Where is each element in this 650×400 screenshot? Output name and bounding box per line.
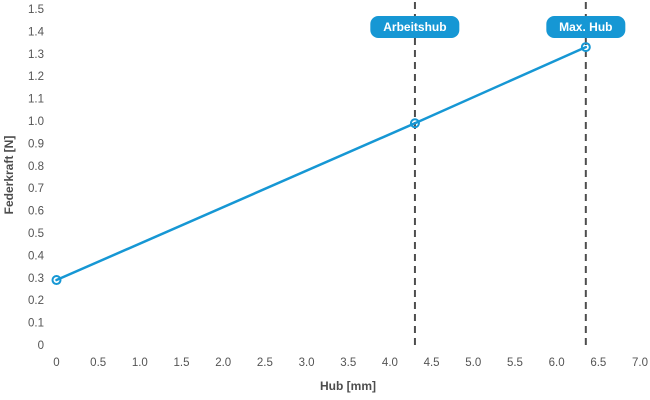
max-hub-badge: Max. Hub xyxy=(546,16,626,38)
data-point-marker xyxy=(580,42,591,53)
y-axis-tick-labels: 0 0.1 0.2 0.3 0.4 0.5 0.6 0.7 0.8 0.9 1.0 1.1 1.2 1.3… xyxy=(28,4,45,352)
data-point-marker xyxy=(409,118,420,129)
x-tick-label: 5.5 xyxy=(507,357,523,369)
y-tick-label: 0.2 xyxy=(28,295,44,307)
x-tick-label: 5.0 xyxy=(465,357,481,369)
x-tick-label: 6.0 xyxy=(549,357,565,369)
x-axis-title: Hub [mm] xyxy=(320,379,376,393)
y-tick-label: 0.1 xyxy=(28,318,44,330)
y-tick-label: 1.0 xyxy=(28,116,44,128)
x-tick-label: 7.0 xyxy=(632,357,648,369)
y-tick-label: 0.9 xyxy=(28,138,44,150)
x-tick-label: 2.5 xyxy=(257,357,273,369)
x-tick-label: 2.0 xyxy=(215,357,231,369)
x-tick-label: 0 xyxy=(53,357,59,369)
y-tick-label: 0.3 xyxy=(28,273,44,285)
arbeitshub-badge: Arbeitshub xyxy=(370,16,460,38)
y-tick-label: 1.3 xyxy=(28,49,44,61)
x-tick-label: 4.0 xyxy=(382,357,398,369)
x-tick-label: 0.5 xyxy=(90,357,106,369)
series-line-group xyxy=(51,42,591,286)
x-axis-tick-labels: 0 0.5 1.0 1.5 2.0 2.5 3.0 3.5 4.0 4.5 5.0 5.5 6.0 6.5… xyxy=(53,357,648,369)
y-tick-label: 0 xyxy=(38,340,44,352)
y-axis-title: Federkraft [N] xyxy=(2,136,16,215)
y-tick-label: 0.5 xyxy=(28,228,44,240)
y-tick-label: 0.7 xyxy=(28,183,44,195)
y-tick-label: 0.4 xyxy=(28,250,45,262)
x-tick-label: 3.0 xyxy=(299,357,315,369)
annotation-vlines xyxy=(413,2,587,345)
x-tick-label: 1.0 xyxy=(132,357,148,369)
x-tick-label: 3.5 xyxy=(340,357,356,369)
y-tick-label: 1.2 xyxy=(28,71,44,83)
y-tick-label: 0.8 xyxy=(28,161,44,173)
y-tick-label: 1.1 xyxy=(28,94,44,106)
y-tick-label: 1.5 xyxy=(28,4,44,16)
y-tick-label: 0.6 xyxy=(28,206,44,218)
series-line xyxy=(55,45,588,282)
x-tick-label: 1.5 xyxy=(174,357,190,369)
x-tick-label: 6.5 xyxy=(590,357,606,369)
data-point-marker xyxy=(51,275,62,286)
x-tick-label: 4.5 xyxy=(424,357,440,369)
y-tick-label: 1.4 xyxy=(28,26,45,38)
